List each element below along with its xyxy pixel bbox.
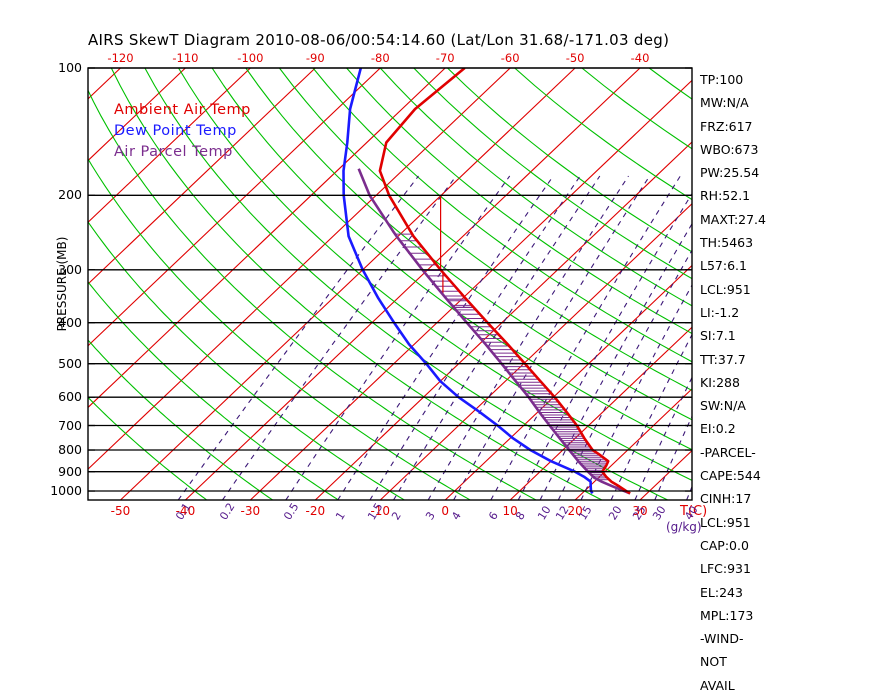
legend-ambient-air-temp: Ambient Air Temp [114, 102, 251, 118]
bottom-temp-tick--40: -40 [175, 504, 196, 518]
pressure-tick-label-900: 900 [58, 463, 82, 479]
pressure-tick-label-300: 300 [58, 261, 82, 277]
top-temp-tick--40: -40 [630, 51, 650, 65]
sounding-index-row: KI:288 [700, 374, 740, 390]
top-temp-tick--90: -90 [305, 51, 325, 65]
sounding-index-row: RH:52.1 [700, 188, 751, 204]
bottom-temp-tick-20: 20 [567, 504, 583, 518]
sounding-index-row: LCL:951 [700, 281, 751, 297]
sounding-index-row: CINH:17 [700, 491, 752, 507]
sounding-index-row: NOT [700, 654, 727, 670]
sounding-index-row: LI:-1.2 [700, 304, 740, 320]
sounding-index-row: AVAIL [700, 677, 735, 693]
sounding-index-row: CAPE:544 [700, 468, 761, 484]
top-temp-tick--80: -80 [370, 51, 390, 65]
sounding-index-row: LCL:951 [700, 514, 751, 530]
pressure-tick-label-500: 500 [58, 355, 82, 371]
bottom-temp-tick--20: -20 [305, 504, 326, 518]
sounding-index-row: MPL:173 [700, 607, 754, 623]
bottom-temp-tick-30: 30 [632, 504, 648, 518]
top-temp-tick--110: -110 [172, 51, 199, 65]
pressure-tick-label-200: 200 [58, 187, 82, 203]
sounding-index-row: SI:7.1 [700, 328, 736, 344]
sounding-index-row: WBO:673 [700, 141, 759, 157]
bottom-temp-tick--10: -10 [370, 504, 391, 518]
sounding-index-row: L57:6.1 [700, 258, 747, 274]
pressure-tick-label-600: 600 [58, 388, 82, 404]
legend-air-parcel-temp: Air Parcel Temp [114, 144, 233, 160]
x-axis-title-mixing-ratio: (g/kg) [666, 520, 702, 534]
sounding-index-row: SW:N/A [700, 398, 746, 414]
sounding-index-row: -PARCEL- [700, 444, 756, 460]
sounding-index-row: CAP:0.0 [700, 537, 749, 553]
sounding-index-row: TH:5463 [700, 235, 754, 251]
top-temp-tick--70: -70 [435, 51, 455, 65]
bottom-temp-tick--30: -30 [240, 504, 261, 518]
skewt-plot [87, 67, 693, 501]
pressure-tick-label-700: 700 [58, 417, 82, 433]
pressure-tick-label-100: 100 [58, 59, 82, 75]
sounding-index-row: -WIND- [700, 631, 744, 647]
legend-dew-point-temp: Dew Point Temp [114, 123, 237, 139]
sounding-index-row: PW:25.54 [700, 165, 760, 181]
skewt-diagram-page: AIRS SkewT Diagram 2010-08-06/00:54:14.6… [50, 31, 766, 693]
top-temp-tick--100: -100 [237, 51, 264, 65]
sounding-index-row: EL:243 [700, 584, 743, 600]
pressure-tick-label-400: 400 [58, 314, 82, 330]
sounding-index-row: TT:37.7 [700, 351, 746, 367]
pressure-tick-label-800: 800 [58, 441, 82, 457]
sounding-index-row: TP:100 [700, 72, 744, 87]
x-axis-title-temperature: T(C) [680, 504, 708, 519]
bottom-temp-tick-0: 0 [441, 504, 450, 518]
bottom-temp-tick-10: 10 [502, 504, 518, 518]
top-temp-tick--60: -60 [500, 51, 520, 65]
sounding-index-row: FRZ:617 [700, 118, 753, 134]
sounding-index-row: MW:N/A [700, 95, 749, 111]
page-title: AIRS SkewT Diagram 2010-08-06/00:54:14.6… [88, 31, 670, 49]
pressure-tick-label-1000: 1000 [50, 482, 82, 498]
sounding-index-row: MAXT:27.4 [700, 211, 766, 227]
sounding-index-row: EI:0.2 [700, 421, 736, 437]
sounding-indices-panel: TP:100 MW:N/A FRZ:617 WBO:673 PW:25.54 RH:52.… [700, 68, 870, 697]
sounding-index-row: LFC:931 [700, 561, 751, 577]
top-temp-tick--120: -120 [107, 51, 134, 65]
top-temp-tick--50: -50 [565, 51, 585, 65]
bottom-temp-tick--50: -50 [110, 504, 131, 518]
